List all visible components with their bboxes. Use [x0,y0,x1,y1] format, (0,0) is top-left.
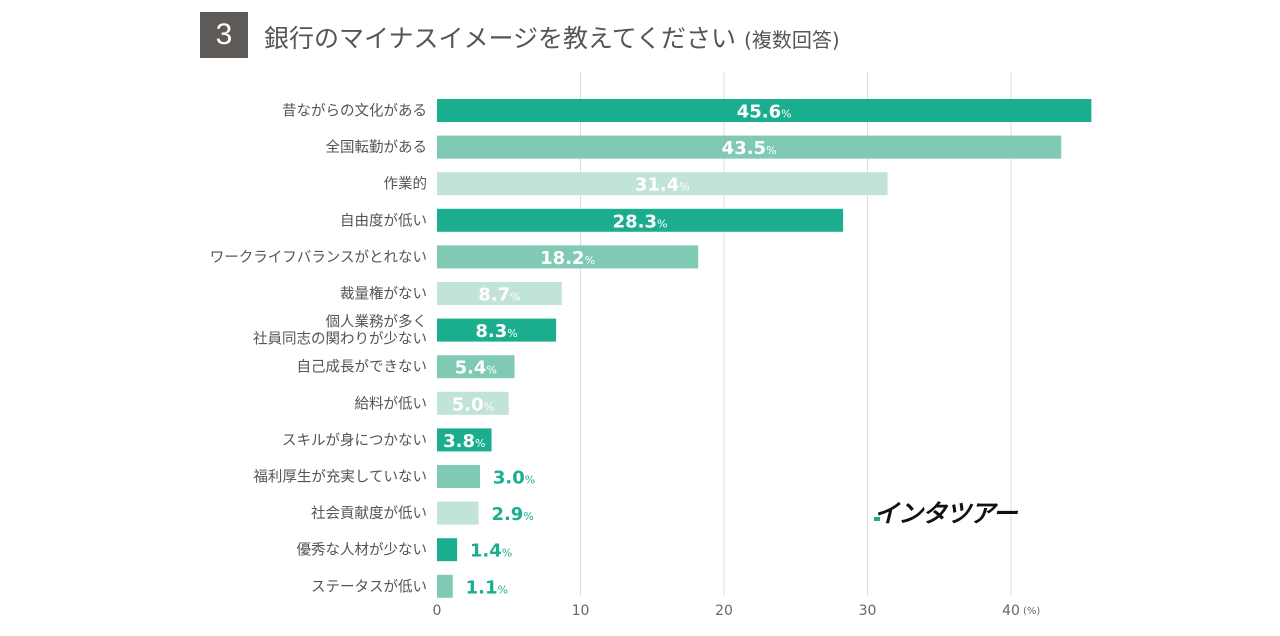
bar [437,318,557,342]
logo-text: インタツアー [874,499,1018,528]
bar [437,391,509,415]
bar [437,501,479,525]
x-unit-label: (%) [1023,606,1040,617]
x-tick-label: 20 [715,603,733,619]
bar [437,428,492,452]
category-label: 社員同志の関わりが少ない [253,331,427,348]
data-label: 1.4% [470,541,512,562]
category-label: 社会貢献度が低い [311,505,427,522]
x-tick-label: 10 [572,603,590,619]
category-label: 作業的 [384,176,428,193]
bar [437,245,699,269]
category-label: 昔ながらの文化がある [282,103,427,120]
data-label: 2.9% [491,504,533,525]
category-label: 個人業務が多く [326,314,428,331]
section-number: 3 [200,12,248,58]
data-label: 3.0% [493,468,535,489]
data-label: 31.4% [635,175,690,196]
bar [437,355,515,379]
bar [437,538,458,562]
bar [437,465,481,488]
data-label: 5.4% [455,358,497,379]
bar [437,135,1062,159]
x-tick-label: 40 [1002,603,1020,619]
category-label: 自己成長ができない [297,359,428,376]
chart-subtitle: (複数回答) [744,28,840,52]
data-label: 3.8% [443,431,485,452]
logo-accent [874,517,880,521]
bar [437,172,888,196]
category-label: 給料が低い [355,395,428,412]
bar [437,99,1092,122]
x-tick-label: 30 [859,603,877,619]
category-label: 優秀な人材が少ない [297,542,428,559]
data-label: 28.3% [613,211,668,232]
category-label: スキルが身につかない [282,432,427,449]
data-label: 45.6% [737,102,792,123]
bar [437,574,453,598]
data-label: 18.2% [540,248,595,269]
data-label: 43.5% [722,138,777,159]
data-label: 5.0% [452,394,494,415]
category-label: 全国転勤がある [326,138,428,156]
category-label: 福利厚生が充実していない [253,469,427,486]
chart-title-main: 銀行のマイナスイメージを教えてください [264,24,737,53]
category-label: 裁量権がない [340,286,427,303]
data-label: 1.1% [466,577,508,598]
category-label: 自由度が低い [340,212,427,229]
category-label: ワークライフバランスがとれない [210,249,427,266]
bar [437,282,562,305]
x-tick-label: 0 [433,603,442,619]
intatour-logo: インタツアー [874,494,1018,530]
chart-title: 銀行のマイナスイメージを教えてください (複数回答) [264,19,840,55]
bar [437,208,844,232]
data-label: 8.7% [478,285,520,306]
data-label: 8.3% [475,321,517,342]
category-label: ステータスが低い [311,578,427,595]
